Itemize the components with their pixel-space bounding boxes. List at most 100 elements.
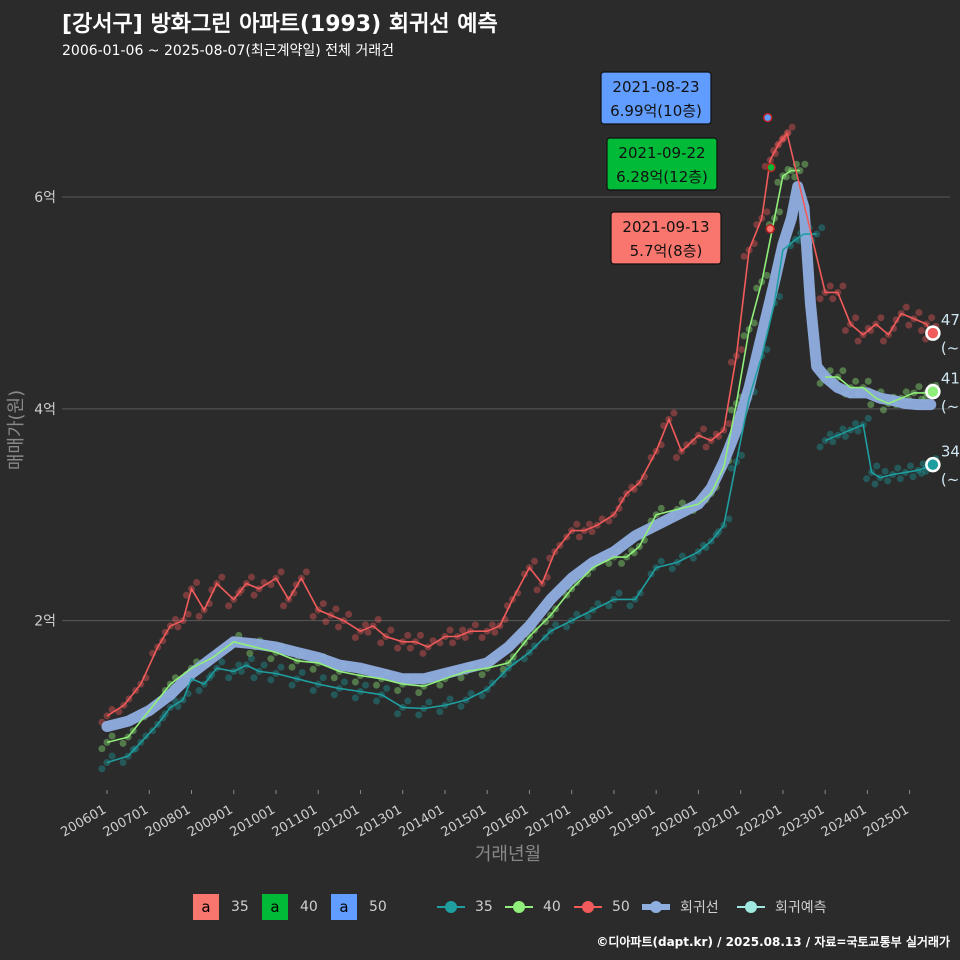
- data-point: [309, 665, 317, 673]
- data-point: [894, 464, 902, 472]
- data-point: [917, 326, 925, 334]
- data-point: [488, 621, 496, 629]
- x-tick-label: 202101: [692, 802, 742, 840]
- series-line-35: [106, 233, 817, 764]
- annotation-date: 2021-08-23: [612, 78, 699, 96]
- data-point: [247, 655, 255, 663]
- data-point: [816, 443, 824, 451]
- data-point: [280, 602, 288, 610]
- data-point: [753, 284, 761, 292]
- data-point: [246, 649, 254, 657]
- data-point: [478, 692, 486, 700]
- data-point: [98, 745, 106, 753]
- annotation-price: 5.7억(8층): [630, 242, 703, 260]
- data-point: [727, 464, 735, 472]
- data-point: [867, 326, 875, 334]
- data-point: [776, 208, 784, 216]
- x-tick-label: 201001: [227, 802, 277, 840]
- data-point: [288, 681, 296, 689]
- data-point: [628, 483, 636, 491]
- data-point: [415, 689, 423, 697]
- data-point: [896, 475, 904, 483]
- endpoint-area-label: (~40㎡): [941, 398, 960, 416]
- annotation-box: [606, 137, 718, 191]
- data-point: [531, 642, 539, 650]
- data-point: [575, 533, 583, 541]
- x-tick-label: 201201: [312, 802, 362, 840]
- data-point: [335, 623, 343, 631]
- y-tick-label: 4억: [34, 402, 56, 418]
- data-point: [678, 499, 686, 507]
- data-point: [854, 427, 862, 435]
- data-point: [542, 634, 550, 642]
- x-tick-label: 201701: [523, 802, 573, 840]
- data-point: [683, 441, 691, 449]
- y-axis-title: 매매가(원): [6, 390, 27, 470]
- annotation-price: 6.28억(12층): [616, 168, 708, 186]
- legend: a 35 a 40 a 50 35 40 50 회귀선 회귀예측: [0, 893, 960, 921]
- data-point: [699, 541, 707, 549]
- data-point: [419, 649, 427, 657]
- legend-line-swatch: [737, 893, 765, 921]
- data-point: [362, 681, 370, 689]
- data-point: [863, 475, 871, 483]
- data-point: [750, 319, 758, 327]
- x-tick-label: 200801: [143, 802, 193, 840]
- endpoint-value-label: 34,725: [941, 443, 960, 461]
- data-point: [909, 473, 917, 481]
- data-point: [774, 178, 782, 186]
- data-point: [826, 282, 834, 290]
- legend-line-swatch: [574, 893, 602, 921]
- data-point: [738, 346, 746, 354]
- data-point: [588, 528, 596, 536]
- data-point: [345, 610, 353, 618]
- data-point: [699, 425, 707, 433]
- data-point: [404, 697, 412, 705]
- data-point: [309, 686, 317, 694]
- data-point: [763, 346, 771, 354]
- data-point: [351, 634, 359, 642]
- data-point: [715, 432, 723, 440]
- data-point: [108, 732, 116, 740]
- data-point: [394, 686, 402, 694]
- data-point: [195, 686, 203, 694]
- data-point: [457, 674, 465, 682]
- data-point: [446, 695, 454, 703]
- data-point: [182, 591, 190, 599]
- endpoint-area-label: (~50㎡): [941, 339, 960, 357]
- x-tick-label: 202201: [734, 802, 784, 840]
- data-point: [394, 644, 402, 652]
- data-point: [531, 557, 539, 565]
- data-point: [864, 377, 872, 385]
- x-tick-label: 201901: [608, 802, 658, 840]
- data-point: [322, 618, 330, 626]
- data-point: [387, 626, 395, 634]
- endpoint-marker: [925, 456, 941, 473]
- legend-line-forecast: 회귀예측: [737, 893, 827, 921]
- data-point: [702, 443, 710, 451]
- data-point: [394, 710, 402, 718]
- data-point: [871, 480, 879, 488]
- x-tick-label: 202001: [650, 802, 700, 840]
- data-point: [250, 591, 258, 599]
- x-tick-label: 201301: [354, 802, 404, 840]
- data-point: [906, 462, 914, 470]
- data-point: [678, 552, 686, 560]
- y-tick-label: 2억: [34, 614, 56, 630]
- data-point: [573, 610, 581, 618]
- data-point: [332, 605, 340, 613]
- data-point: [309, 612, 317, 620]
- data-point: [488, 679, 496, 687]
- data-point: [499, 671, 507, 679]
- legend-box-label: 35: [231, 899, 249, 915]
- data-point: [478, 634, 486, 642]
- data-point: [821, 437, 829, 445]
- legend-line-label: 회귀선: [680, 900, 719, 916]
- data-point: [854, 337, 862, 345]
- legend-line-label: 40: [543, 899, 561, 915]
- x-tick-label: 201401: [396, 802, 446, 840]
- data-point: [478, 671, 486, 679]
- endpoint-marker: [925, 325, 941, 341]
- data-point: [340, 678, 348, 686]
- data-point: [763, 208, 771, 216]
